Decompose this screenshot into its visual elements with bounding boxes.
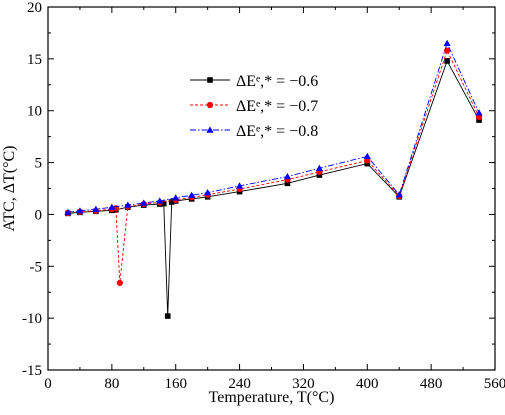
data-point [160, 200, 167, 207]
data-point [316, 172, 323, 178]
y-tick-label: 0 [35, 207, 43, 223]
data-point [124, 201, 132, 208]
x-tick-label: 320 [292, 376, 315, 392]
data-point [443, 39, 451, 46]
data-point [64, 208, 72, 216]
data-point [140, 199, 148, 206]
y-tick-label: 15 [27, 52, 42, 68]
y-tick-label: -15 [22, 363, 42, 379]
y-tick-label: 20 [27, 0, 42, 16]
data-point [188, 191, 196, 198]
y-axis: -15 -10 -5 0 5 10 15 20 [22, 0, 495, 379]
y-tick-label: 10 [27, 104, 42, 120]
x-axis: 0 80 160 240 320 400 480 560 [44, 7, 505, 392]
legend-label: ΔEᵉ,* = −0.7 [236, 98, 318, 115]
data-point [476, 117, 482, 123]
data-point [116, 279, 123, 286]
series-3 [64, 39, 483, 216]
x-tick-label: 160 [164, 376, 187, 392]
x-axis-title: Temperature, T(°C) [209, 389, 335, 406]
legend-marker [207, 77, 213, 83]
y-tick-label: 5 [35, 156, 43, 172]
legend-label: ΔEᵉ,* = −0.8 [236, 123, 318, 140]
legend-item: ΔEᵉ,* = −0.8 [190, 123, 318, 140]
x-tick-label: 480 [420, 376, 443, 392]
data-point [395, 191, 403, 198]
y-tick-label: -10 [22, 311, 42, 327]
data-point [204, 189, 212, 196]
legend-marker [206, 101, 214, 109]
data-point [92, 205, 100, 212]
data-point [284, 180, 291, 187]
data-point [283, 172, 292, 180]
x-tick-label: 80 [104, 376, 119, 392]
data-point [172, 194, 180, 201]
x-tick-label: 0 [44, 376, 52, 392]
chart-marks [64, 39, 483, 319]
y-axis-title: ATC, ΔT(°C) [1, 145, 18, 231]
data-point [363, 152, 371, 160]
data-point [444, 58, 450, 64]
data-point [76, 207, 84, 214]
legend-item: ΔEᵉ,* = −0.6 [190, 73, 318, 90]
legend: ΔEᵉ,* = −0.6 ΔEᵉ,* = −0.7 ΔEᵉ,* = −0.8 [190, 73, 318, 140]
plot-area-frame [47, 6, 496, 371]
series-line [67, 42, 480, 213]
data-point [156, 197, 164, 204]
x-tick-label: 560 [484, 376, 505, 392]
data-point [364, 160, 371, 167]
data-point [108, 203, 116, 210]
legend-marker [206, 126, 214, 133]
y-tick-label: -5 [30, 259, 43, 275]
legend-label: ΔEᵉ,* = −0.6 [236, 73, 318, 90]
data-point [164, 313, 171, 319]
data-point [315, 164, 323, 171]
x-tick-label: 400 [356, 376, 379, 392]
data-point [168, 199, 175, 205]
data-point [235, 182, 244, 189]
x-tick-label: 240 [228, 376, 251, 392]
legend-item: ΔEᵉ,* = −0.7 [190, 98, 318, 115]
data-point [475, 109, 483, 116]
